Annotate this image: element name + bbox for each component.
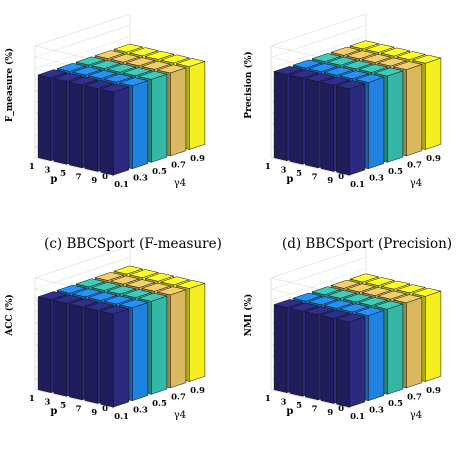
gamma-tick-label: 0.7 — [171, 161, 186, 171]
p-tick-label: 1 — [29, 162, 35, 172]
gamma-tick-label: 0.1 — [350, 180, 365, 190]
gamma-tick-label: 0.3 — [133, 173, 148, 183]
gamma-tick-label: 0.9 — [426, 154, 441, 164]
p-tick-label: 3 — [280, 165, 286, 175]
p-tick-label: 3 — [44, 397, 50, 407]
panel-acc: 00.10.20.30.40.50.60.70.80.91135790.10.3… — [4, 245, 206, 422]
p-tick-label: 3 — [280, 397, 286, 407]
gamma-tick-label: 0.7 — [171, 393, 186, 403]
z-tick-label: 0 — [338, 172, 344, 182]
gamma-tick-label: 0.5 — [388, 399, 403, 409]
bar-p9-gamma0.1 — [335, 313, 366, 408]
z-axis-label: NMI (%) — [243, 294, 254, 337]
p-tick-label: 5 — [296, 169, 302, 179]
p-tick-label: 1 — [265, 162, 271, 172]
p-tick-label: 9 — [327, 408, 333, 418]
gamma-tick-label: 0.1 — [114, 412, 129, 422]
z-tick-label: 0 — [102, 404, 108, 414]
p-axis-label: p — [50, 406, 57, 417]
gridline — [33, 13, 131, 65]
gamma-axis-label: γ4 — [410, 178, 422, 189]
gamma-tick-label: 0.1 — [350, 412, 365, 422]
p-tick-label: 5 — [296, 401, 302, 411]
gamma-tick-label: 0.5 — [152, 167, 167, 177]
gamma-tick-label: 0.9 — [190, 386, 205, 396]
panel-nmi: 00.10.20.30.40.50.60.70.80.91135790.10.3… — [243, 245, 442, 422]
p-tick-label: 5 — [60, 401, 66, 411]
p-tick-label: 1 — [29, 394, 35, 404]
gamma-tick-label: 0.3 — [369, 173, 384, 183]
p-tick-label: 7 — [312, 173, 318, 183]
z-tick-label: 0 — [102, 172, 108, 182]
p-tick-label: 1 — [265, 394, 271, 404]
p-tick-label: 7 — [76, 173, 82, 183]
z-tick-label: 0 — [338, 404, 344, 414]
p-tick-label: 7 — [76, 405, 82, 415]
p-tick-label: 5 — [60, 169, 66, 179]
gamma-tick-label: 0.9 — [426, 386, 441, 396]
gamma-axis-label: γ4 — [174, 178, 186, 189]
caption-d: (d) BBCSport (Precision) — [282, 236, 452, 252]
gamma-tick-label: 0.7 — [407, 161, 422, 171]
p-axis-label: p — [286, 406, 293, 417]
p-axis-label: p — [50, 174, 57, 185]
gamma-axis-label: γ4 — [410, 410, 422, 421]
z-axis-label: ACC (%) — [4, 294, 15, 337]
panel-fmeasure: 00.10.20.30.40.50.60.70.80.91135790.10.3… — [4, 13, 206, 190]
gamma-tick-label: 0.5 — [388, 167, 403, 177]
panel-precision: 00.10.20.30.40.50.60.70.80.91135790.10.3… — [243, 13, 442, 190]
bar-p9-gamma0.1 — [99, 83, 130, 176]
gamma-tick-label: 0.9 — [190, 154, 205, 164]
z-axis-label: F_measure (%) — [4, 48, 15, 122]
gamma-tick-label: 0.1 — [114, 180, 129, 190]
gamma-tick-label: 0.7 — [407, 393, 422, 403]
p-tick-label: 3 — [44, 165, 50, 175]
gamma-tick-label: 0.3 — [369, 405, 384, 415]
gamma-axis-label: γ4 — [174, 410, 186, 421]
caption-c: (c) BBCSport (F-measure) — [44, 236, 222, 252]
p-tick-label: 9 — [327, 176, 333, 186]
bar-p9-gamma0.1 — [99, 305, 130, 408]
p-tick-label: 9 — [91, 176, 97, 186]
gamma-tick-label: 0.5 — [152, 399, 167, 409]
bar-p9-gamma0.1 — [335, 80, 366, 176]
gamma-tick-label: 0.3 — [133, 405, 148, 415]
p-tick-label: 9 — [91, 408, 97, 418]
p-tick-label: 7 — [312, 405, 318, 415]
p-axis-label: p — [286, 174, 293, 185]
z-axis-label: Precision (%) — [243, 51, 254, 118]
